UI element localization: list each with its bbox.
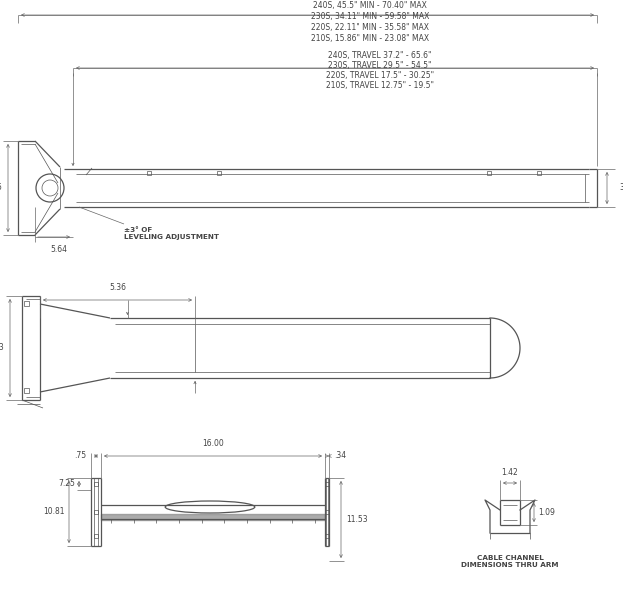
Text: 1.09: 1.09 [538, 508, 555, 517]
Text: 220S, 22.11" MIN - 35.58" MAX: 220S, 22.11" MIN - 35.58" MAX [311, 23, 429, 32]
Bar [94, 534, 98, 538]
Bar [537, 171, 541, 175]
Bar [325, 482, 329, 486]
Text: 220S, TRAVEL 17.5" - 30.25": 220S, TRAVEL 17.5" - 30.25" [326, 71, 434, 80]
Text: 230S, TRAVEL 29.5" - 54.5": 230S, TRAVEL 29.5" - 54.5" [328, 61, 432, 70]
Bar [94, 482, 98, 486]
Bar [147, 171, 151, 175]
Bar [24, 388, 29, 393]
Text: ±3° OF
LEVELING ADJUSTMENT: ±3° OF LEVELING ADJUSTMENT [124, 227, 219, 240]
Text: 19.63: 19.63 [0, 344, 4, 352]
Text: 1.42: 1.42 [502, 468, 518, 477]
Text: 11.53: 11.53 [346, 515, 368, 524]
Bar [24, 301, 29, 306]
Text: CABLE CHANNEL
DIMENSIONS THRU ARM: CABLE CHANNEL DIMENSIONS THRU ARM [461, 555, 559, 568]
Text: 240S, 45.5" MIN - 70.40" MAX: 240S, 45.5" MIN - 70.40" MAX [313, 1, 427, 10]
Text: 7.25: 7.25 [58, 479, 75, 488]
Bar [487, 171, 491, 175]
Text: 10.81: 10.81 [44, 508, 65, 516]
Bar [94, 510, 98, 514]
Text: .75: .75 [74, 452, 86, 461]
Text: 5.64: 5.64 [50, 245, 67, 254]
Text: 5.36: 5.36 [109, 283, 126, 292]
Text: 3.96: 3.96 [619, 184, 623, 192]
Text: 240S, TRAVEL 37.2" - 65.6": 240S, TRAVEL 37.2" - 65.6" [328, 51, 432, 60]
Text: 210S, TRAVEL 12.75" - 19.5": 210S, TRAVEL 12.75" - 19.5" [326, 81, 434, 90]
Bar [217, 171, 221, 175]
Text: 7.25: 7.25 [0, 184, 2, 192]
Text: 230S, 34.11" MIN - 59.58" MAX: 230S, 34.11" MIN - 59.58" MAX [311, 12, 429, 21]
Bar [325, 510, 329, 514]
Text: .34: .34 [334, 452, 346, 461]
Text: 210S, 15.86" MIN - 23.08" MAX: 210S, 15.86" MIN - 23.08" MAX [311, 34, 429, 43]
Bar [325, 534, 329, 538]
Text: 16.00: 16.00 [202, 439, 224, 448]
